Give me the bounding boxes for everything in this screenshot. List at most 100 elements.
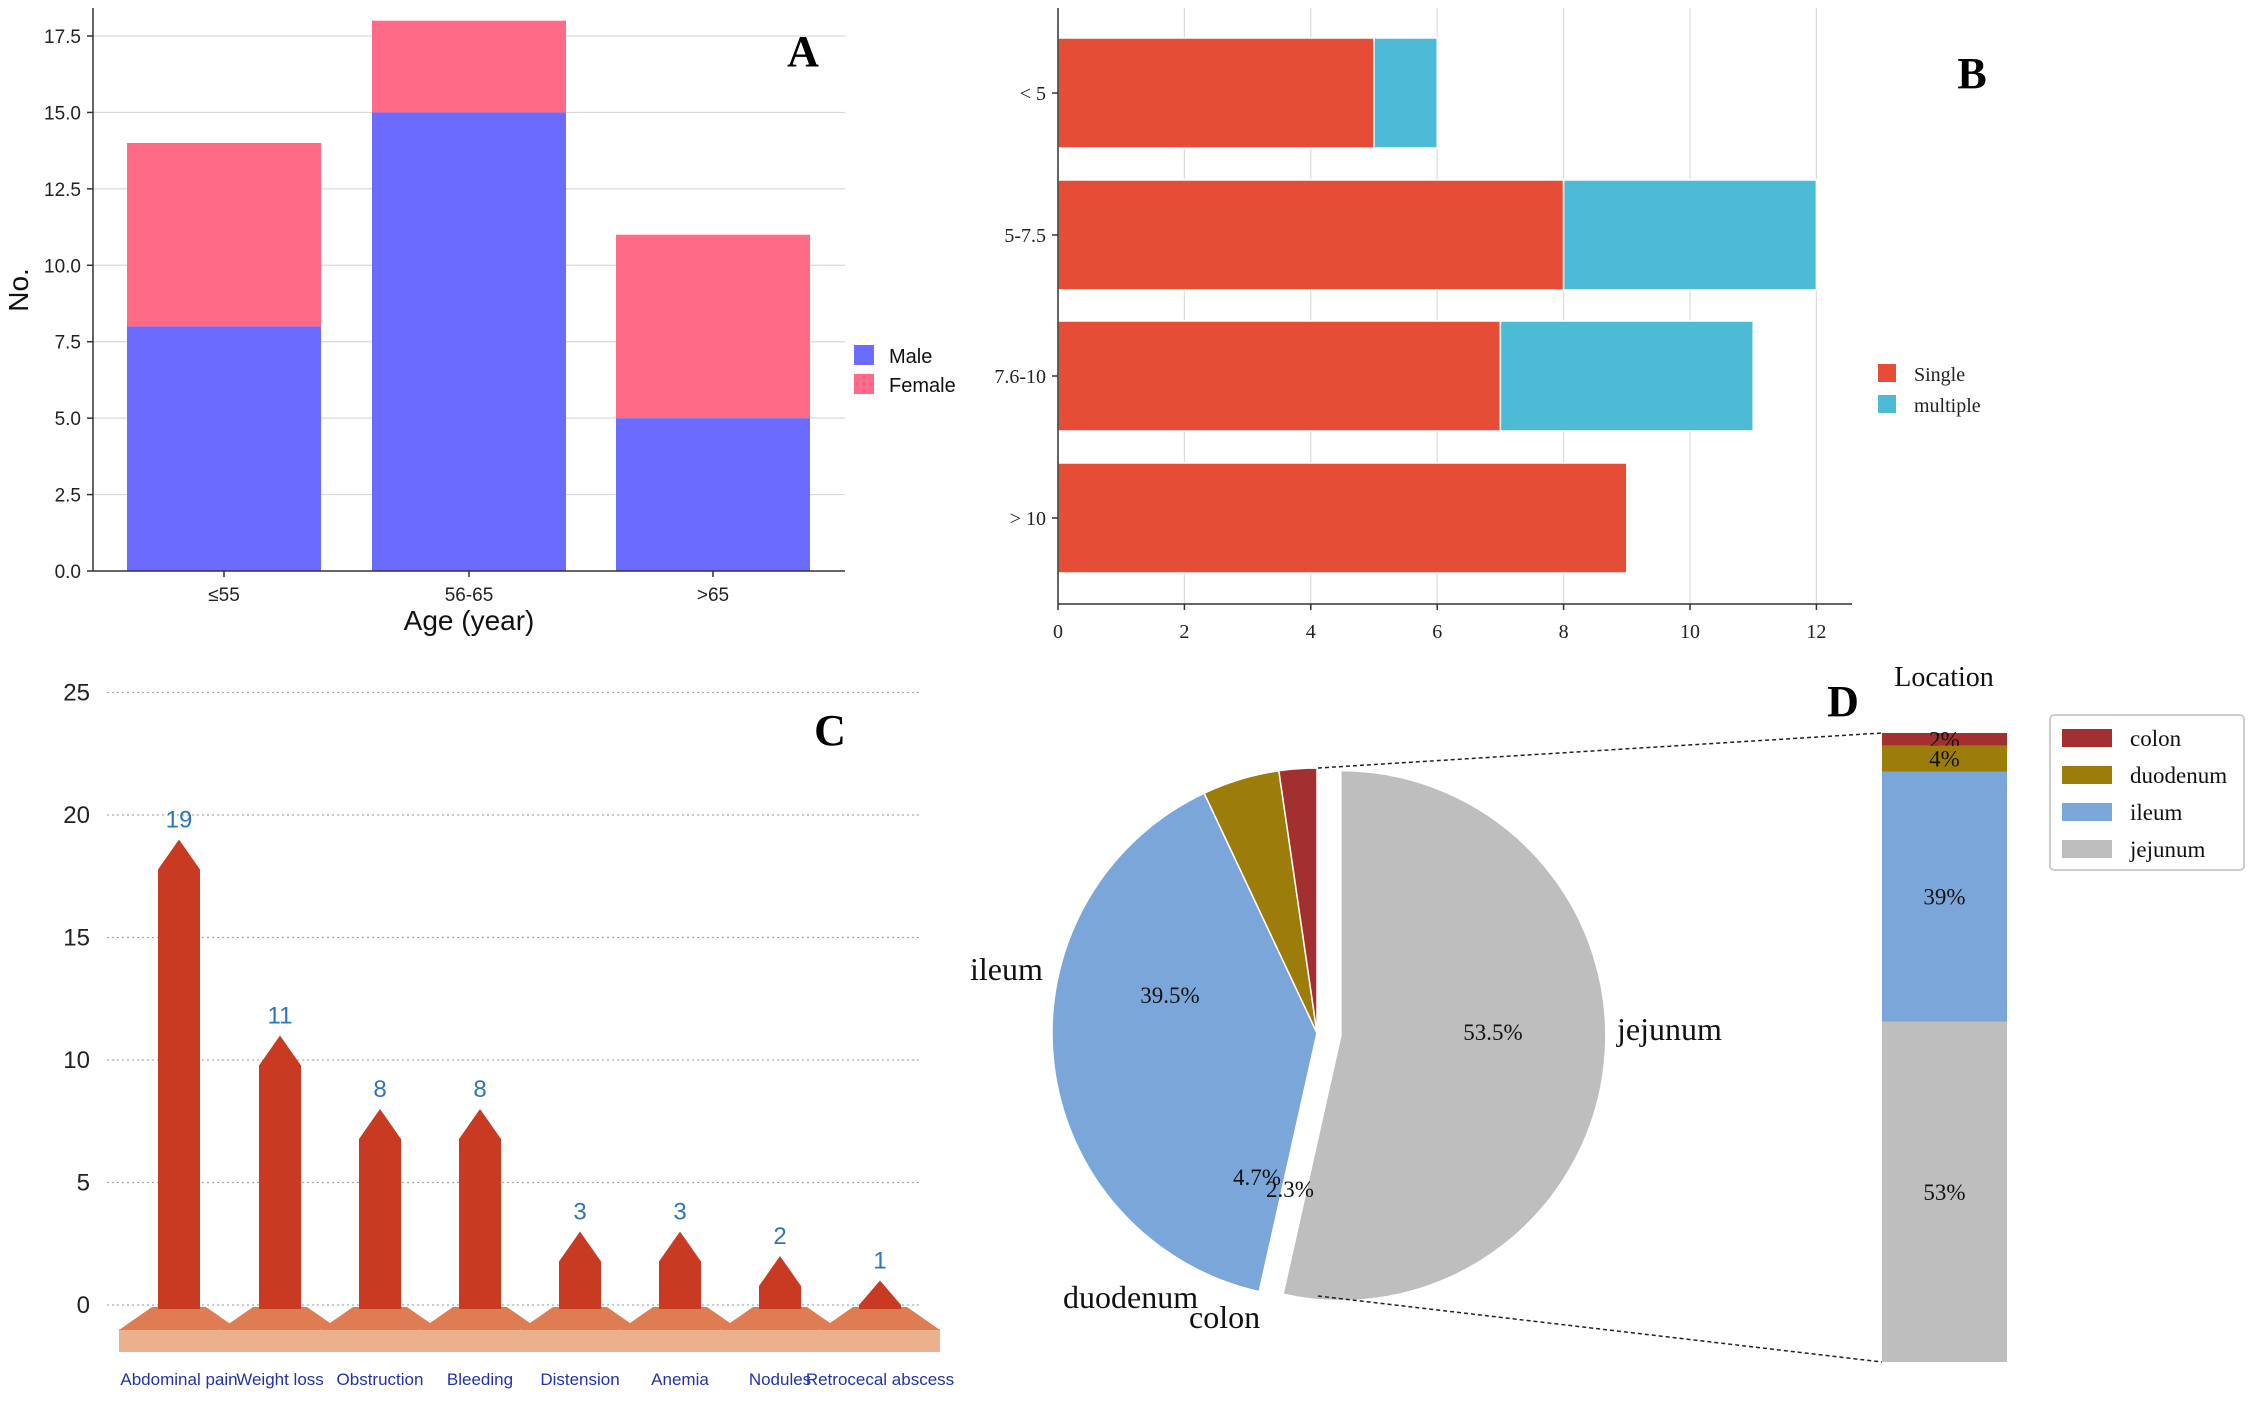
panel-d-legend-items: colon duodenum ileum jejunum [2062,726,2227,862]
arrow-base-plate [820,1329,940,1352]
legend-label-female: Female [889,375,956,397]
arrow-base-plate [420,1329,540,1352]
y-tick-label: 10.0 [44,256,81,277]
y-tick-label: 17.5 [44,27,81,48]
y-tick-label: 15.0 [44,103,81,124]
panel-d-pie [1051,767,1607,1302]
panel-a-xlabel: Age (year) [404,605,535,636]
panel-d-bar-title: Location [1894,662,1994,693]
panel-c-value-labels: 19 11 8 8 3 3 2 1 [166,807,887,1275]
connector-line-top [1317,732,1883,769]
panel-d-letter: D [1827,677,1859,726]
legend-swatch-duodenum [2062,766,2112,784]
bar-segment-colon [1882,733,2007,746]
arrow-bar [320,1109,440,1352]
arrow-base [320,1307,440,1330]
y-tick-label: 5.0 [55,409,81,430]
panel-d-stacked-bar: 2%4%39%53% [1882,727,2007,1362]
legend-swatch-colon [2062,729,2112,747]
panel-a-y-ticks: 0.0 2.5 5.0 7.5 10.0 12.5 15.0 17.5 [44,27,93,583]
arrow-shaft [459,1109,501,1309]
value-label: 8 [473,1076,486,1103]
panel-b-y-ticks: < 5 5-7.5 7.6-10 > 10 [994,83,1058,530]
arrow-shaft [158,839,200,1309]
bar-multiple [1373,37,1438,149]
panel-a-legend: Male Female [854,345,956,397]
bar-female [372,20,566,113]
panel-b-x-ticks: 0 2 4 6 8 10 12 [1053,604,1826,643]
arrow-bar [420,1109,540,1352]
x-tick-label: 0 [1053,621,1063,643]
panel-b-legend: Single multiple [1878,364,1981,417]
panel-a-bars [127,20,810,571]
category-label: Distension [540,1370,619,1389]
legend-label-colon: colon [2130,726,2182,751]
bar-multiple [1562,179,1818,291]
pie-value-label: 39.5% [1140,983,1199,1008]
legend-label-male: Male [889,346,932,368]
bar-single [1057,320,1502,432]
arrow-base [620,1307,740,1330]
arrow-shaft [659,1231,701,1309]
x-tick-label: >65 [697,585,729,606]
x-tick-label: 6 [1432,621,1442,643]
arrow-base-plate [720,1329,840,1352]
panel-c: 0 5 10 15 20 25 19 11 8 8 3 3 2 1 Abdominal painWeig… [63,680,954,1390]
x-tick-label: 10 [1680,621,1700,643]
x-tick-label: 2 [1179,621,1189,643]
arrow-bar [620,1231,740,1352]
arrow-base [119,1307,239,1330]
value-label: 2 [773,1223,786,1250]
connector-line-bottom [1317,1295,1883,1363]
bar-single [1057,462,1628,574]
y-tick-label: 12.5 [44,180,81,201]
pie-slice-colon [1277,767,1318,1034]
x-tick-label: ≤55 [208,585,240,606]
y-tick-label: 25 [63,680,90,707]
panel-c-gridlines [107,691,922,1306]
legend-swatch-female [854,374,874,394]
panel-a: 0.0 2.5 5.0 7.5 10.0 12.5 15.0 17.5 ≤55 56-65 >65… [3,8,956,636]
panel-a-ylabel: No. [3,268,34,312]
arrow-base-plate [119,1329,239,1352]
legend-swatch-male [854,345,874,365]
panel-b-bars [1057,37,1818,574]
panel-a-letter: A [787,27,819,76]
bar-single [1057,37,1375,149]
pie-value-label: 53.5% [1463,1020,1522,1045]
pie-ext-label-duodenum: duodenum [1063,1279,1198,1315]
category-label: Bleeding [447,1370,513,1389]
bar-segment-label: 39% [1923,885,1965,910]
y-tick-label: 5 [77,1170,90,1197]
value-label: 3 [573,1199,586,1226]
y-tick-label: 5-7.5 [1004,225,1046,247]
arrow-base-plate [520,1329,640,1352]
value-label: 1 [873,1248,886,1275]
x-tick-label: 56-65 [445,585,494,606]
x-tick-label: 8 [1559,621,1569,643]
y-tick-label: 15 [63,925,90,952]
legend-label-multiple: multiple [1914,395,1981,417]
category-label: Nodules [749,1370,811,1389]
legend-box [2049,714,2245,871]
value-label: 3 [673,1199,686,1226]
y-tick-label: 0.0 [55,562,81,583]
bar-female [616,234,810,419]
bar-segment-label: 53% [1923,1180,1965,1205]
legend-swatch-single [1878,364,1896,382]
value-label: 11 [268,1003,293,1030]
legend-swatch-jejunum [2062,840,2112,858]
arrow-shaft [559,1231,601,1309]
arrow-bar [720,1256,840,1352]
y-tick-label: 7.5 [55,333,81,354]
pie-ext-label-colon: colon [1189,1299,1260,1335]
x-tick-label: 12 [1806,621,1826,643]
bar-segment-duodenum [1882,745,2007,772]
value-label: 19 [166,807,193,834]
arrow-base-plate [620,1329,740,1352]
panel-d: 53.5%39.5%4.7%2.3% 2%4%39%53% Location D… [970,662,2245,1363]
panel-c-bars [119,839,940,1352]
y-tick-label: 20 [63,802,90,829]
y-tick-label: > 10 [1010,508,1046,530]
bar-single [1057,179,1565,291]
